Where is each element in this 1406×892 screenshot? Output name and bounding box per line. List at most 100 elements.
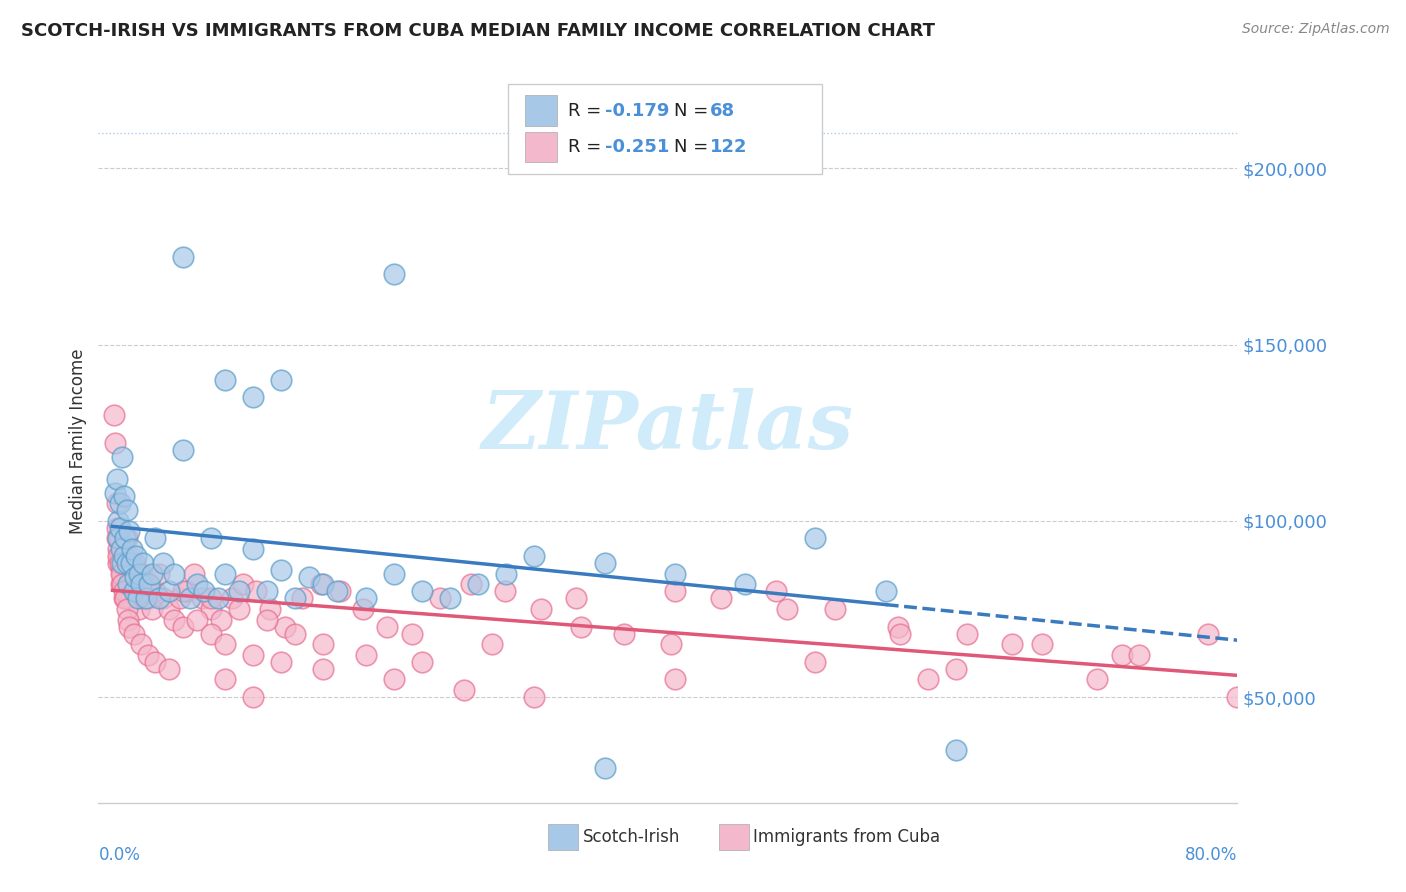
Point	[104, 436, 127, 450]
Point	[132, 591, 155, 606]
Point	[112, 549, 135, 563]
Point	[1111, 648, 1133, 662]
Point	[111, 450, 134, 465]
Point	[523, 549, 546, 563]
Point	[108, 521, 131, 535]
Point	[664, 584, 686, 599]
Point	[112, 489, 135, 503]
Point	[945, 662, 967, 676]
Point	[193, 584, 215, 599]
Point	[114, 532, 136, 546]
Point	[121, 542, 143, 557]
Point	[186, 577, 208, 591]
Text: R =: R =	[568, 102, 606, 120]
Text: 0.0%: 0.0%	[98, 847, 141, 864]
Text: Immigrants from Cuba: Immigrants from Cuba	[754, 829, 941, 847]
Point	[124, 556, 146, 570]
Point	[200, 602, 222, 616]
Point	[136, 648, 159, 662]
Point	[298, 570, 321, 584]
Point	[228, 584, 250, 599]
Point	[207, 591, 229, 606]
Point	[221, 591, 243, 606]
Point	[232, 577, 254, 591]
Point	[495, 566, 517, 581]
Text: 122: 122	[710, 137, 748, 156]
Point	[259, 602, 281, 616]
Point	[114, 591, 136, 606]
Point	[956, 626, 979, 640]
Point	[143, 655, 166, 669]
Point	[129, 577, 152, 591]
Point	[354, 648, 377, 662]
Point	[411, 655, 433, 669]
Point	[1197, 626, 1219, 640]
Point	[128, 602, 150, 616]
Point	[112, 584, 135, 599]
Point	[569, 619, 592, 633]
Point	[326, 584, 349, 599]
Point	[152, 591, 174, 606]
Point	[186, 613, 208, 627]
Point	[284, 591, 307, 606]
Point	[382, 673, 405, 687]
Point	[270, 373, 292, 387]
Point	[157, 584, 180, 599]
Text: N =: N =	[673, 137, 713, 156]
Text: -0.251: -0.251	[605, 137, 669, 156]
Point	[125, 549, 148, 563]
Point	[179, 591, 201, 606]
Point	[141, 602, 163, 616]
Bar	[526, 95, 557, 126]
Text: N =: N =	[673, 102, 713, 120]
Point	[111, 566, 134, 581]
Point	[169, 591, 191, 606]
Point	[115, 532, 138, 546]
Point	[889, 626, 911, 640]
Point	[111, 542, 134, 557]
Point	[163, 613, 186, 627]
Point	[111, 577, 134, 591]
Point	[125, 591, 148, 606]
Point	[172, 250, 194, 264]
Point	[256, 613, 278, 627]
Point	[242, 542, 264, 557]
Point	[115, 584, 138, 599]
Text: Scotch-Irish: Scotch-Irish	[582, 829, 681, 847]
Point	[172, 443, 194, 458]
Point	[917, 673, 939, 687]
Point	[200, 626, 222, 640]
Bar	[718, 824, 749, 850]
Point	[824, 602, 846, 616]
Point	[152, 556, 174, 570]
Point	[122, 584, 145, 599]
Point	[115, 556, 138, 570]
Point	[117, 613, 139, 627]
Point	[108, 556, 131, 570]
Point	[183, 566, 205, 581]
Point	[429, 591, 451, 606]
Point	[1085, 673, 1108, 687]
Point	[382, 566, 405, 581]
Point	[593, 760, 616, 774]
Point	[411, 584, 433, 599]
Point	[118, 577, 141, 591]
Point	[309, 577, 332, 591]
Point	[118, 549, 141, 563]
Point	[214, 637, 236, 651]
Point	[107, 532, 129, 546]
Point	[104, 485, 127, 500]
Point	[127, 591, 149, 606]
Point	[593, 556, 616, 570]
Point	[157, 662, 180, 676]
Point	[270, 563, 292, 577]
Point	[131, 566, 153, 581]
Point	[274, 619, 297, 633]
Point	[312, 637, 335, 651]
Point	[242, 648, 264, 662]
Point	[115, 602, 138, 616]
Point	[172, 619, 194, 633]
Point	[804, 655, 827, 669]
Point	[111, 556, 134, 570]
Point	[460, 577, 482, 591]
